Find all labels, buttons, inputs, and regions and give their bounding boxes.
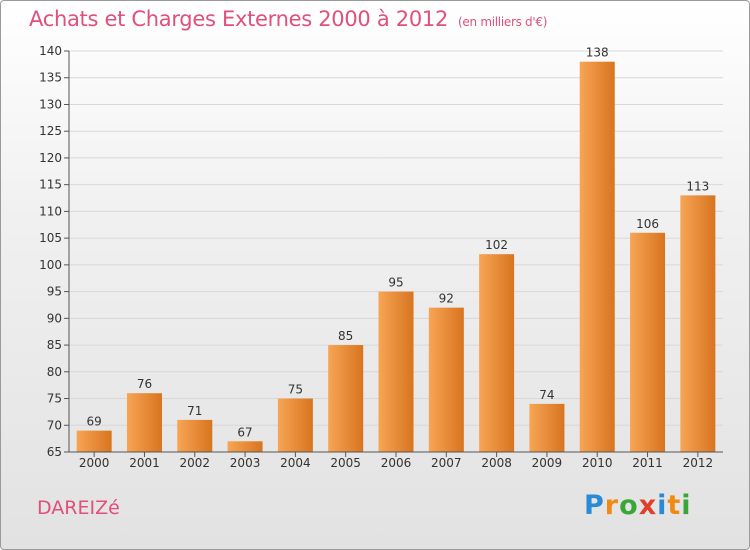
logo-letter: x (638, 490, 658, 521)
data-label: 74 (539, 388, 554, 402)
bar (378, 291, 414, 452)
commune-name: DAREIZé (37, 497, 120, 519)
y-tick-label: 130 (39, 97, 62, 111)
data-label: 85 (338, 329, 353, 343)
data-label: 71 (187, 404, 202, 418)
bar (479, 254, 515, 452)
y-tick-label: 95 (47, 285, 62, 299)
y-tick-label: 110 (39, 204, 62, 218)
logo-letter: P (584, 490, 605, 521)
data-label: 138 (586, 46, 609, 60)
x-tick-label: 2003 (230, 456, 261, 470)
x-tick-label: 2004 (280, 456, 311, 470)
x-tick-label: 2002 (179, 456, 210, 470)
y-tick-label: 100 (39, 258, 62, 272)
x-tick-label: 2006 (381, 456, 412, 470)
y-tick-label: 80 (47, 365, 62, 379)
bar (529, 403, 565, 452)
x-tick-label: 2000 (79, 456, 110, 470)
logo-letter: i (681, 490, 692, 521)
y-tick-label: 135 (39, 71, 62, 85)
proxiti-logo[interactable]: Proxiti (584, 490, 692, 521)
data-labels: 69 76 71 67 75 85 95 92 102 74 138 106 113 (87, 46, 710, 440)
x-tick-label: 2010 (582, 456, 613, 470)
data-label: 106 (636, 217, 659, 231)
y-tick-label: 115 (39, 178, 62, 192)
x-tick-label: 2007 (431, 456, 462, 470)
logo-letter: o (619, 490, 639, 521)
x-tick-label: 2001 (129, 456, 160, 470)
y-tick-label: 70 (47, 418, 62, 432)
bar (579, 61, 615, 453)
data-label: 75 (288, 383, 303, 397)
data-label: 76 (137, 377, 152, 391)
logo-letter: r (604, 490, 620, 521)
chart-subtitle: (en milliers d'€) (458, 15, 548, 29)
bar (428, 307, 464, 452)
data-label: 95 (388, 276, 403, 290)
y-tick-label: 125 (39, 124, 62, 138)
data-label: 69 (87, 415, 102, 429)
bar (76, 430, 112, 452)
y-tick-label: 85 (47, 338, 62, 352)
y-tick-label: 105 (39, 231, 62, 245)
bars (76, 61, 716, 453)
x-tick-label: 2011 (632, 456, 663, 470)
bar (227, 441, 263, 452)
data-label: 67 (237, 425, 252, 439)
y-tick-label: 75 (47, 392, 62, 406)
title-text: Achats et Charges Externes 2000 à 2012 (29, 7, 449, 31)
y-tick-label: 120 (39, 151, 62, 165)
axes: 65 70 75 80 85 90 95 100 105 110 115 120 125 130 135 14… (39, 44, 723, 470)
logo-letter: t (667, 490, 682, 521)
logo-letter: i (657, 490, 668, 521)
x-tick-label: 2012 (683, 456, 714, 470)
x-tick-label: 2009 (532, 456, 563, 470)
data-label: 102 (485, 238, 508, 252)
bar (126, 393, 162, 452)
bar (328, 345, 364, 452)
bar (630, 232, 666, 452)
bar (177, 419, 213, 452)
y-tick-label: 65 (47, 445, 62, 459)
bar (277, 398, 313, 452)
y-tick-label: 140 (39, 44, 62, 58)
data-label: 113 (686, 179, 709, 193)
bar (680, 195, 716, 453)
data-label: 92 (439, 292, 454, 306)
x-tick-label: 2005 (330, 456, 361, 470)
y-tick-label: 90 (47, 311, 62, 325)
chart-title: Achats et Charges Externes 2000 à 2012 (e… (29, 7, 547, 31)
x-tick-label: 2008 (481, 456, 512, 470)
